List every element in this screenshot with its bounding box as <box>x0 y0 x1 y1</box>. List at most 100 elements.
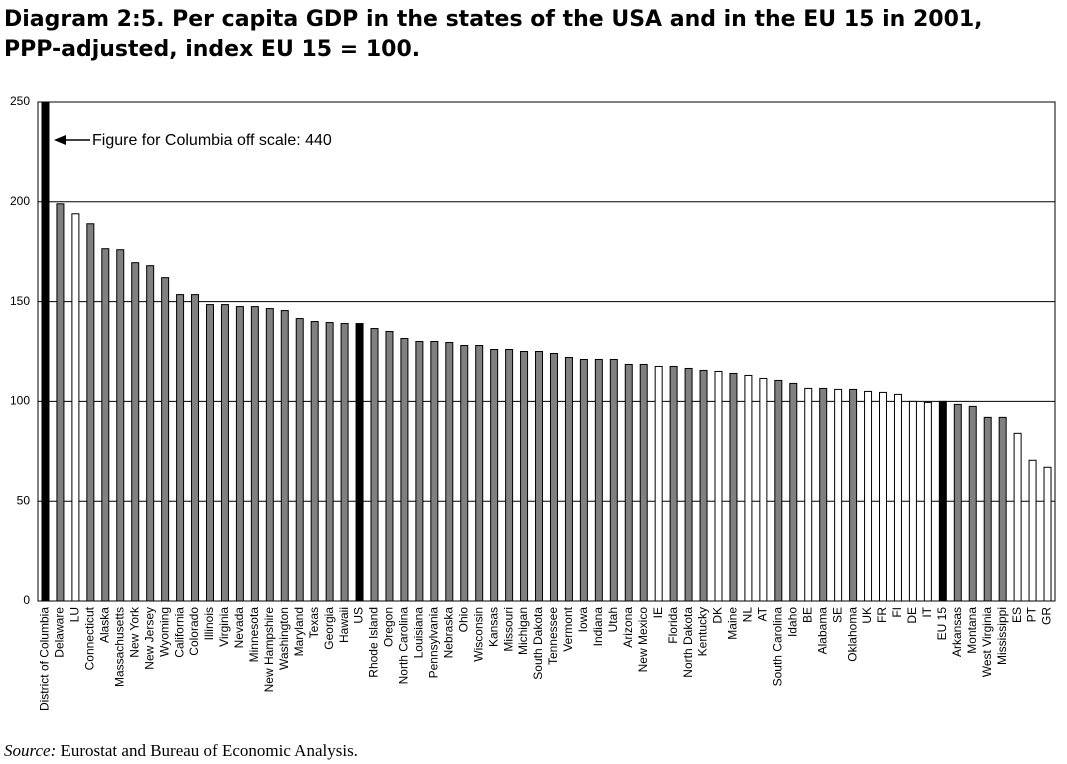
x-tick-label: Virginia <box>217 607 231 647</box>
x-tick-label: Montana <box>965 607 979 654</box>
bar <box>654 365 663 601</box>
source-label: Source: <box>4 741 56 760</box>
bar <box>250 306 259 601</box>
x-tick-label: Iowa <box>576 607 590 633</box>
bar <box>535 351 544 601</box>
x-tick-label: Wyoming <box>157 607 171 657</box>
bar <box>205 304 214 601</box>
bar <box>893 393 902 601</box>
bar <box>849 388 858 601</box>
bar <box>415 341 424 601</box>
bar <box>669 365 678 601</box>
bar <box>86 223 95 601</box>
x-tick-label: California <box>172 607 186 658</box>
x-tick-label: Wisconsin <box>471 607 485 662</box>
x-tick-label: Washington <box>277 607 291 670</box>
x-tick-label: Oregon <box>382 607 396 647</box>
bar <box>819 387 828 601</box>
bar <box>1028 459 1037 601</box>
bar <box>983 416 992 601</box>
bar <box>998 416 1007 601</box>
grid <box>38 101 1055 602</box>
source-text: Eurostat and Bureau of Economic Analysis… <box>61 741 358 760</box>
x-tick-label: Massachusetts <box>112 607 126 687</box>
x-tick-label: Colorado <box>187 607 201 656</box>
x-tick-label: West Virginia <box>980 607 994 678</box>
x-tick-label: FR <box>875 607 889 623</box>
y-tick-label: 50 <box>17 493 31 507</box>
x-tick-label: South Dakota <box>531 607 545 680</box>
bar <box>41 102 50 601</box>
x-tick-label: North Dakota <box>681 607 695 678</box>
x-tick-label: South Carolina <box>770 607 784 687</box>
bar <box>789 382 798 601</box>
x-tick-label: SE <box>830 607 844 623</box>
bar <box>176 294 185 601</box>
y-tick-label: 0 <box>23 593 30 607</box>
chart-title: Diagram 2:5. Per capita GDP in the state… <box>4 7 983 32</box>
bar <box>879 391 888 601</box>
bar <box>385 331 394 601</box>
bar <box>161 277 170 601</box>
bar <box>325 322 334 601</box>
x-tick-label: Delaware <box>53 607 67 658</box>
x-tick-label: Tennessee <box>546 607 560 665</box>
bar <box>116 249 125 601</box>
bar <box>609 358 618 601</box>
x-tick-label: Alaska <box>97 607 111 643</box>
bar <box>295 318 304 601</box>
x-tick-label: Nebraska <box>441 607 455 659</box>
bar <box>639 363 648 601</box>
bar <box>445 342 454 601</box>
bar <box>101 248 110 601</box>
x-tick-label: Arizona <box>621 607 635 648</box>
x-tick-label: Hawaii <box>337 607 351 643</box>
bar <box>923 401 932 601</box>
x-tick-label: New Mexico <box>636 607 650 673</box>
x-tick-label: Rhode Island <box>367 607 381 678</box>
bar <box>280 310 289 601</box>
x-tick-label: Alabama <box>815 607 829 655</box>
x-tick-label: New Jersey <box>142 607 156 670</box>
x-tick-label: Maryland <box>292 607 306 656</box>
bars <box>41 102 1052 601</box>
bar <box>235 306 244 601</box>
bar <box>684 367 693 601</box>
bar <box>864 390 873 601</box>
bar <box>355 323 364 601</box>
bar <box>1013 432 1022 601</box>
x-tick-label: US <box>352 607 366 624</box>
x-tick-label: EU 15 <box>935 607 949 641</box>
bar <box>146 265 155 601</box>
x-tick-label: Nevada <box>232 607 246 649</box>
bar <box>1043 466 1052 601</box>
bar <box>759 377 768 601</box>
x-tick-label: Arkansas <box>950 607 964 657</box>
x-tick-label: Mississippi <box>995 607 1009 665</box>
bar <box>953 403 962 601</box>
x-tick-label: Florida <box>666 607 680 644</box>
bar <box>400 338 409 601</box>
x-tick-label: Texas <box>307 607 321 638</box>
x-tick-label: ES <box>1010 607 1024 623</box>
bar <box>579 358 588 601</box>
bar <box>460 345 469 601</box>
x-tick-label: DK <box>711 607 725 624</box>
x-tick-label: Minnesota <box>247 607 261 663</box>
bar <box>774 379 783 601</box>
y-tick-label: 100 <box>10 394 30 408</box>
y-tick-label: 250 <box>10 94 30 108</box>
arrow-head <box>54 135 66 145</box>
x-tick-label: PT <box>1025 606 1039 622</box>
x-tick-label: District of Columbia <box>38 607 52 711</box>
x-tick-label: New Hampshire <box>262 607 276 693</box>
bar <box>938 400 947 601</box>
bar <box>56 203 65 601</box>
bar <box>549 352 558 601</box>
bar <box>430 341 439 601</box>
x-tick-label: BE <box>800 607 814 623</box>
bar <box>908 400 917 601</box>
x-tick-label: LU <box>68 607 82 622</box>
x-tick-label: Georgia <box>322 607 336 650</box>
